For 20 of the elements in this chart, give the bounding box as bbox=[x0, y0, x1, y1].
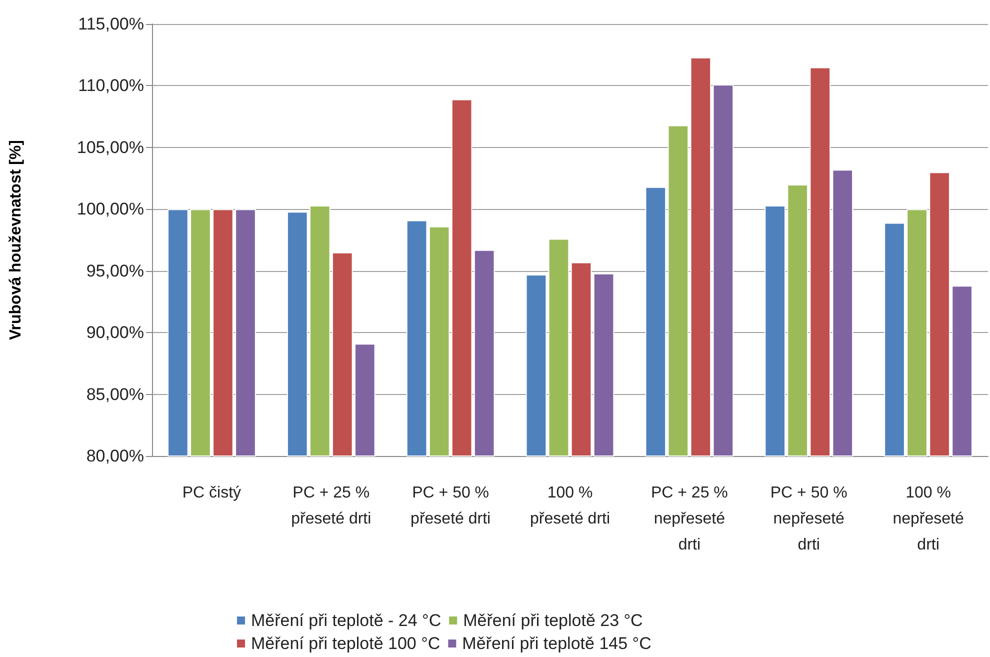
y-tick-label: 95,00% bbox=[86, 261, 144, 280]
x-tick-label: 100 % přeseté drti bbox=[530, 484, 610, 528]
legend-label: Měření při teplotě 100 °C bbox=[251, 634, 440, 653]
y-tick-label: 100,00% bbox=[76, 200, 144, 219]
y-tick-label: 115,00% bbox=[78, 14, 144, 34]
x-tick-label: PC čistý bbox=[182, 484, 242, 502]
legend-label: Měření při teplotě 145 °C bbox=[462, 634, 652, 653]
y-tick-label: 105,00% bbox=[76, 138, 144, 157]
x-tick-label: 100 % nepřeseté drti bbox=[892, 484, 964, 554]
legend-label: Měření při teplotě - 24 °C bbox=[251, 611, 442, 630]
x-tick-label: PC + 50 % nepřeseté drti bbox=[770, 484, 848, 554]
y-tick-label: 90,00% bbox=[86, 323, 144, 342]
x-tick-label: PC + 25 % nepřeseté drti bbox=[650, 484, 728, 554]
x-tick-label: PC + 50 % přeseté drti bbox=[410, 484, 491, 528]
legend-label: Měření při teplotě 23 °C bbox=[463, 611, 643, 630]
y-tick-label: 80,00% bbox=[86, 446, 144, 466]
y-tick-label: 85,00% bbox=[86, 384, 144, 404]
x-tick-label: PC + 25 % přeseté drti bbox=[291, 484, 372, 528]
y-tick-label: 110,00% bbox=[78, 76, 144, 96]
y-axis-title: Vrubová houževnatost [%] bbox=[8, 140, 24, 340]
